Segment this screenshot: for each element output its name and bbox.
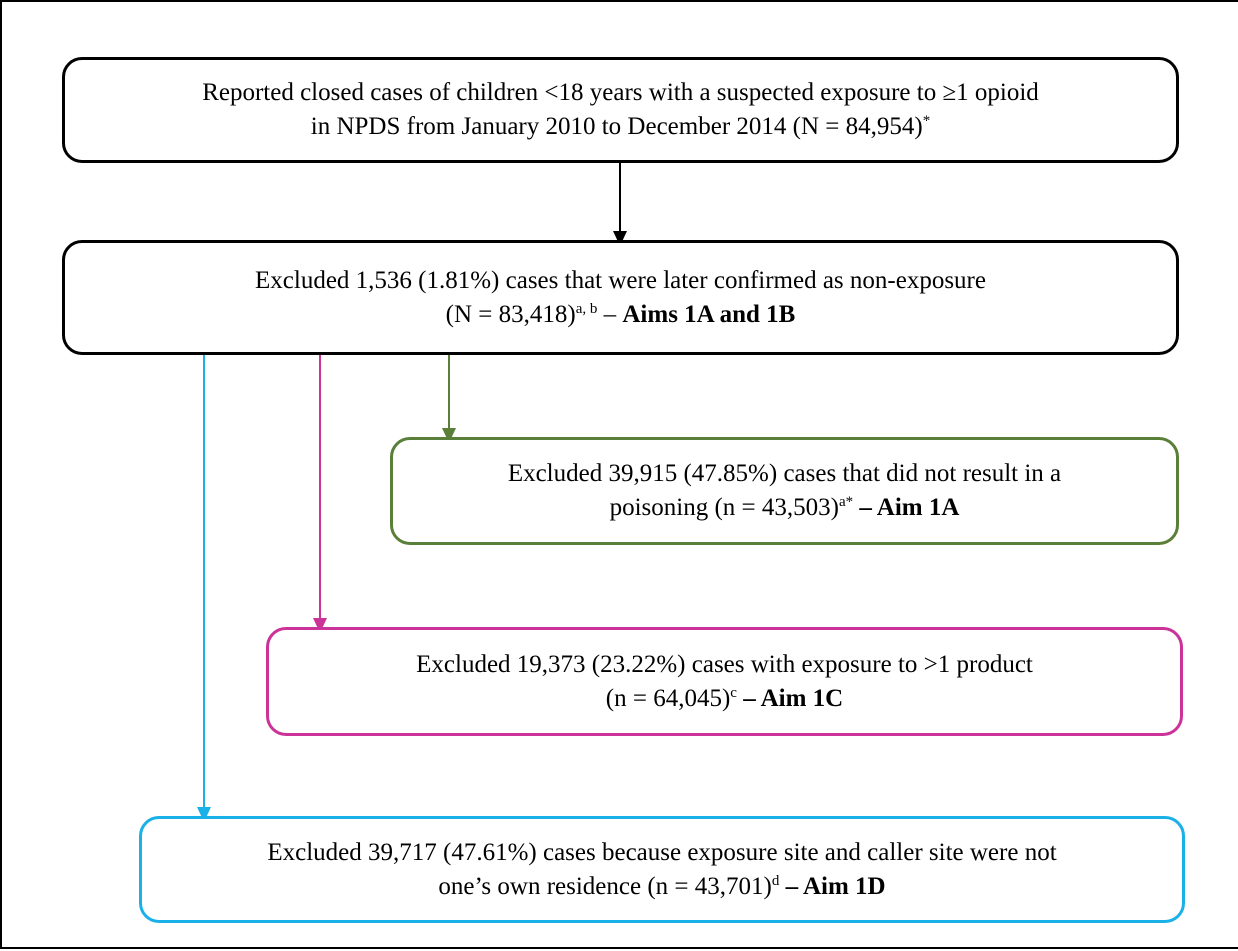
aim-label: – Aim 1C (743, 684, 844, 712)
flow-box: Excluded 1,536 (1.81%) cases that were l… (62, 240, 1179, 355)
footnote-mark: * (922, 113, 931, 129)
arrow (442, 355, 456, 443)
aim-label: – Aim 1A (859, 494, 960, 521)
box-text: Excluded 39,717 (47.61%) cases because e… (267, 838, 1057, 866)
footnote-mark: a, b (575, 300, 598, 317)
flow-box: Excluded 19,373 (23.22%) cases with expo… (266, 627, 1183, 736)
box-text: Excluded 39,915 (47.85%) cases that did … (507, 460, 1062, 487)
box-text: one’s own residence (n = 43,701) (438, 872, 772, 900)
box-text: (N = 83,418)a, b – Aims 1A and 1B (446, 298, 796, 332)
box-text: in NPDS from January 2010 to December 20… (311, 110, 930, 144)
box-text: in NPDS from January 2010 to December 20… (310, 113, 923, 140)
box-text: (n = 64,045)c – Aim 1C (606, 682, 843, 716)
arrow (613, 163, 627, 246)
box-text: one’s own residence (n = 43,701)d – Aim … (438, 870, 885, 904)
footnote-mark: a* (838, 494, 854, 510)
flow-box: Reported closed cases of children <18 ye… (62, 57, 1179, 163)
footnote-mark: d (771, 872, 780, 889)
box-text: (N = 83,418) (445, 300, 576, 328)
box-text: Reported closed cases of children <18 ye… (202, 79, 1039, 106)
arrow (197, 355, 211, 822)
footnote-mark: c (730, 684, 737, 701)
arrow (313, 355, 327, 633)
box-text: Excluded 19,373 (23.22%) cases with expo… (416, 650, 1033, 678)
box-text: poisoning (n = 43,503)a* – Aim 1A (610, 491, 960, 525)
aim-label: Aims 1A and 1B (622, 300, 796, 328)
box-text: Excluded 1,536 (1.81%) cases that were l… (255, 266, 986, 294)
box-text: (n = 64,045) (605, 684, 731, 712)
aim-label: – Aim 1D (785, 872, 886, 900)
separator: – (603, 300, 617, 328)
flow-box: Excluded 39,915 (47.85%) cases that did … (390, 437, 1179, 545)
box-text: poisoning (n = 43,503) (609, 494, 839, 521)
flow-box: Excluded 39,717 (47.61%) cases because e… (139, 816, 1185, 923)
